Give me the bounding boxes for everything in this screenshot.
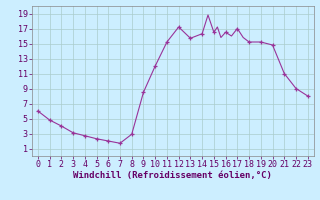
X-axis label: Windchill (Refroidissement éolien,°C): Windchill (Refroidissement éolien,°C) — [73, 171, 272, 180]
